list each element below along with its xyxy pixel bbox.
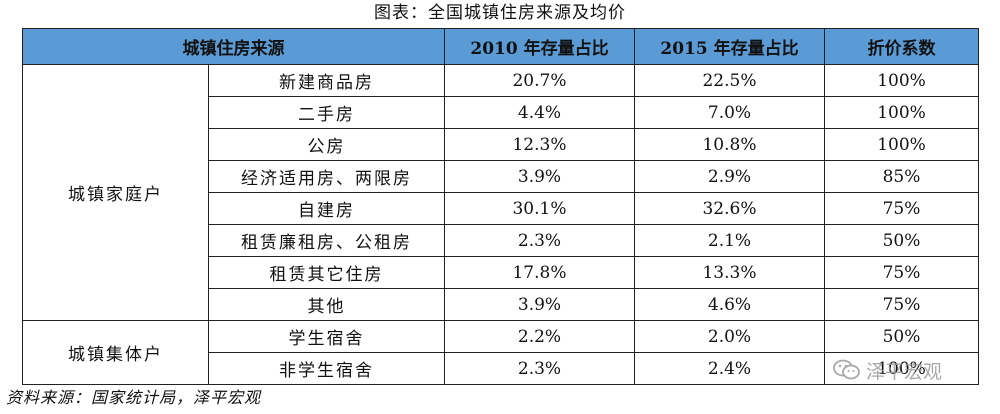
watermark: 泽平宏观 — [832, 356, 942, 384]
row-name: 其他 — [208, 288, 445, 321]
value-2010: 2.2% — [444, 320, 635, 353]
value-2015: 2.9% — [634, 160, 825, 193]
table-row: 公房 12.3% 10.8% 100% — [23, 128, 979, 161]
row-name: 非学生宿舍 — [208, 352, 445, 385]
discount-value: 50% — [824, 224, 979, 257]
table-header-row: 城镇住房来源 2010 年存量占比 2015 年存量占比 折价系数 — [22, 28, 979, 65]
value-2015: 32.6% — [634, 192, 825, 225]
table-row: 自建房 30.1% 32.6% 75% — [23, 192, 979, 225]
value-2015: 2.4% — [634, 352, 825, 385]
table-row: 城镇集体户 学生宿舍 2.2% 2.0% 50% — [22, 320, 979, 385]
value-2010: 20.7% — [444, 64, 635, 97]
header-source: 城镇住房来源 — [22, 28, 445, 65]
value-2010: 2.3% — [444, 352, 635, 385]
header-2010: 2010 年存量占比 — [444, 28, 635, 65]
table-row: 其他 3.9% 4.6% 75% — [23, 288, 979, 321]
discount-value: 75% — [824, 256, 979, 289]
value-2010: 3.9% — [444, 160, 635, 193]
row-name: 二手房 — [208, 96, 445, 129]
header-2015: 2015 年存量占比 — [634, 28, 825, 65]
discount-value: 100% — [824, 352, 979, 385]
row-name: 公房 — [208, 128, 445, 161]
discount-value: 100% — [824, 128, 979, 161]
discount-value: 50% — [824, 320, 979, 353]
value-2015: 2.1% — [634, 224, 825, 257]
value-2010: 30.1% — [444, 192, 635, 225]
value-2010: 3.9% — [444, 288, 635, 321]
value-2015: 13.3% — [634, 256, 825, 289]
row-name: 自建房 — [208, 192, 445, 225]
table-row: 经济适用房、两限房 3.9% 2.9% 85% — [23, 160, 979, 193]
watermark-text: 泽平宏观 — [866, 360, 943, 383]
housing-source-table: 城镇住房来源 2010 年存量占比 2015 年存量占比 折价系数 城镇家庭户新… — [22, 28, 979, 385]
value-2010: 17.8% — [444, 256, 635, 289]
discount-value: 75% — [824, 192, 979, 225]
value-2015: 7.0% — [634, 96, 825, 129]
header-discount: 折价系数 — [824, 28, 979, 65]
discount-value: 85% — [824, 160, 979, 193]
row-name: 租赁其它住房 — [208, 256, 445, 289]
group-label: 城镇家庭户 — [22, 64, 209, 321]
table-row: 非学生宿舍 2.3% 2.4% 100% — [23, 352, 979, 385]
table-row: 二手房 4.4% 7.0% 100% — [23, 96, 979, 129]
table-caption: 图表：全国城镇住房来源及均价 — [374, 3, 626, 23]
value-2015: 4.6% — [634, 288, 825, 321]
group-label: 城镇集体户 — [22, 320, 209, 385]
wechat-icon — [833, 359, 860, 380]
row-name: 新建商品房 — [208, 64, 445, 97]
discount-value: 100% — [824, 96, 979, 129]
value-2010: 12.3% — [444, 128, 635, 161]
row-name: 学生宿舍 — [208, 320, 445, 353]
discount-value: 100% — [824, 64, 979, 97]
value-2010: 4.4% — [444, 96, 635, 129]
row-name: 经济适用房、两限房 — [208, 160, 445, 193]
value-2015: 10.8% — [634, 128, 825, 161]
discount-value: 75% — [824, 288, 979, 321]
value-2010: 2.3% — [444, 224, 635, 257]
source-note: 资料来源：国家统计局，泽平宏观 — [6, 388, 262, 407]
table-row: 城镇家庭户 新建商品房 20.7% 22.5% 100% — [22, 64, 979, 321]
value-2015: 22.5% — [634, 64, 825, 97]
value-2015: 2.0% — [634, 320, 825, 353]
table-row: 租赁其它住房 17.8% 13.3% 75% — [23, 256, 979, 289]
row-name: 租赁廉租房、公租房 — [208, 224, 445, 257]
table-row: 租赁廉租房、公租房 2.3% 2.1% 50% — [23, 224, 979, 257]
